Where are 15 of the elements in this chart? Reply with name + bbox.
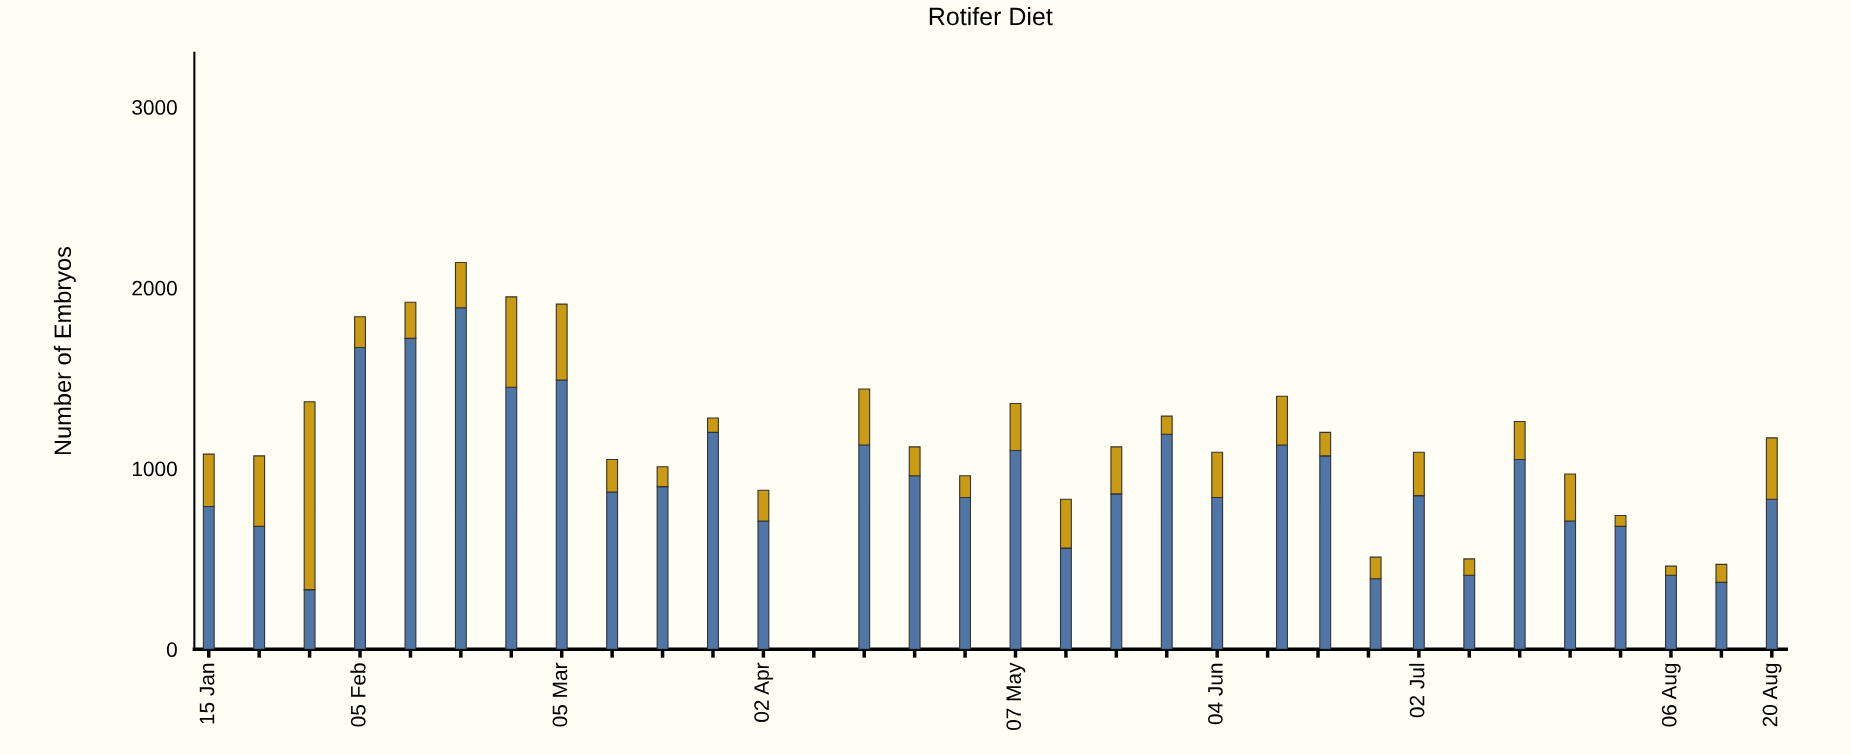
x-tick-label: 07 May [1006,662,1026,730]
y-tick-label: 0 [166,642,177,658]
y-axis-title: Number of Embryos [53,246,76,455]
chart-title: Rotifer Diet [929,6,1053,26]
x-tick-label: 06 Aug [1661,663,1681,727]
x-tick-label: 02 Apr [754,662,774,722]
y-tick-label: 2000 [132,280,177,296]
x-tick-label: 15 Jan [199,663,215,724]
y-tick-label: 3000 [132,100,177,115]
x-tick-label: 05 Mar [552,662,568,727]
y-tick-label: 1000 [132,461,177,477]
x-tick-label: 20 Aug [1762,663,1782,727]
x-tick-label: 02 Jul [1409,663,1425,718]
x-tick-label: 04 Jun [1208,663,1223,725]
x-tick-label: 05 Feb [350,663,366,727]
